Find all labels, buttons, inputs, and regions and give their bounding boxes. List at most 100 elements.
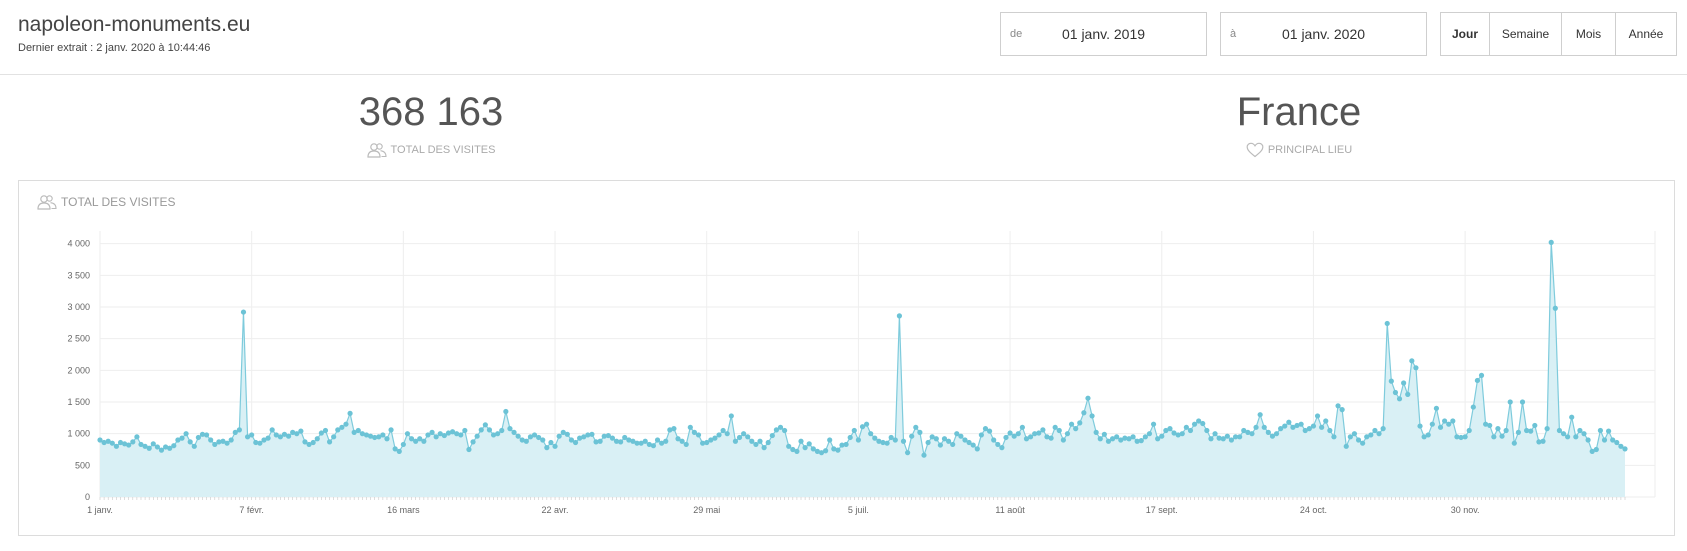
data-point: [806, 441, 812, 447]
data-point: [1474, 377, 1481, 384]
data-point: [1196, 418, 1202, 424]
data-point: [1314, 413, 1321, 419]
data-point: [917, 429, 923, 435]
data-point: [1286, 419, 1292, 425]
data-point: [966, 439, 972, 446]
data-point: [970, 442, 976, 448]
data-point: [839, 442, 845, 448]
data-point: [1487, 422, 1493, 429]
data-point: [400, 441, 406, 448]
data-point: [1114, 434, 1120, 440]
data-point: [195, 434, 201, 441]
data-point: [626, 437, 632, 443]
data-point: [1204, 427, 1210, 434]
data-point: [437, 431, 443, 437]
data-point: [302, 439, 308, 445]
data-point: [1167, 426, 1173, 432]
data-point: [413, 438, 419, 444]
data-point: [367, 433, 374, 439]
data-point: [618, 439, 624, 445]
data-point: [1581, 431, 1587, 437]
data-point: [1146, 431, 1153, 437]
x-tick-label: 5 juil.: [848, 505, 869, 515]
data-point: [802, 445, 808, 451]
data-point: [683, 441, 689, 448]
data-point: [995, 441, 1001, 448]
data-point: [810, 446, 816, 452]
data-point: [113, 443, 119, 449]
data-point: [1335, 403, 1341, 409]
data-point: [363, 432, 370, 438]
data-point: [499, 427, 505, 434]
data-point: [1155, 436, 1161, 442]
data-point: [1261, 424, 1267, 430]
data-point: [408, 436, 415, 442]
data-point: [1601, 437, 1608, 443]
data-point: [704, 439, 710, 446]
data-point: [904, 450, 911, 456]
data-point: [991, 437, 997, 443]
data-point: [1331, 434, 1337, 440]
data-point: [183, 431, 189, 437]
data-point: [1544, 426, 1550, 432]
data-point: [310, 439, 316, 446]
data-point: [671, 426, 677, 432]
data-point: [679, 438, 685, 444]
period-week-button[interactable]: Semaine: [1490, 13, 1562, 55]
data-point: [1499, 433, 1505, 439]
data-point: [417, 436, 423, 442]
data-point: [1405, 391, 1411, 397]
last-extract-timestamp: Dernier extrait : 2 janv. 2020 à 10:44:4…: [18, 42, 211, 54]
data-point: [724, 431, 730, 437]
series-area: [100, 242, 1625, 497]
data-point: [1483, 421, 1489, 427]
data-point: [650, 443, 657, 449]
data-point: [441, 432, 447, 439]
data-point: [1491, 434, 1497, 440]
data-point: [265, 435, 271, 441]
data-point: [876, 438, 882, 444]
data-point: [126, 442, 132, 448]
data-point: [1524, 427, 1530, 434]
total-visits-kpi-label: TOTAL DES VISITES: [231, 142, 631, 158]
data-point: [1355, 437, 1362, 443]
date-to-field[interactable]: à 01 janv. 2020: [1220, 12, 1427, 56]
data-point: [757, 438, 763, 444]
data-point: [495, 431, 501, 437]
data-point: [720, 427, 726, 434]
main-place-value: France: [1236, 90, 1362, 134]
data-point: [1089, 413, 1095, 419]
data-point: [339, 424, 345, 430]
data-point: [700, 440, 706, 446]
date-from-field[interactable]: de 01 janv. 2019: [1000, 12, 1207, 56]
y-tick-label: 2 500: [67, 334, 90, 344]
data-point: [814, 448, 821, 454]
x-tick-label: 7 févr.: [239, 505, 264, 515]
data-point: [1163, 427, 1169, 434]
chart-panel-title: TOTAL DES VISITES: [37, 194, 175, 210]
data-point: [675, 436, 681, 442]
data-point: [150, 441, 156, 447]
data-point: [843, 441, 849, 448]
data-point: [667, 427, 673, 433]
data-point: [212, 441, 218, 448]
data-point: [134, 434, 140, 440]
data-point: [925, 439, 931, 446]
data-point: [687, 424, 693, 430]
data-point: [945, 438, 952, 444]
data-point: [1437, 424, 1444, 430]
period-day-button[interactable]: Jour: [1441, 13, 1490, 55]
data-point: [1237, 434, 1243, 440]
data-point: [1310, 423, 1317, 429]
x-tick-label: 1 janv.: [87, 505, 113, 515]
data-point: [1425, 432, 1431, 438]
period-month-button[interactable]: Mois: [1562, 13, 1616, 55]
data-point: [1556, 427, 1563, 434]
data-point: [741, 431, 747, 437]
data-point: [691, 429, 698, 435]
date-from-value: 01 janv. 2019: [1061, 26, 1146, 42]
data-point: [962, 437, 968, 443]
period-year-button[interactable]: Année: [1628, 27, 1664, 41]
data-point: [1478, 372, 1485, 378]
data-point: [466, 446, 472, 453]
